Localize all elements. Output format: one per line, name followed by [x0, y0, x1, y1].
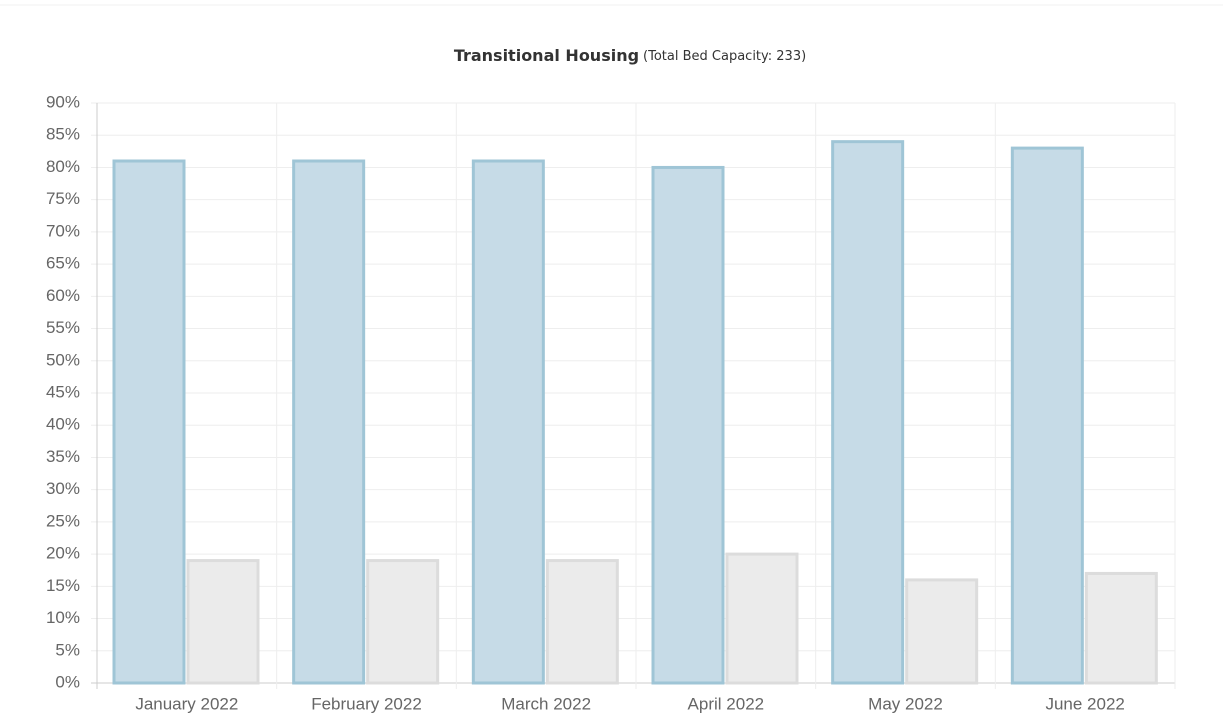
- y-tick-label: 80%: [46, 157, 80, 176]
- x-tick-label: June 2022: [1045, 694, 1124, 713]
- y-tick-label: 40%: [46, 415, 80, 434]
- bar: [186, 559, 260, 685]
- y-tick-label: 75%: [46, 189, 80, 208]
- bar: [545, 559, 619, 685]
- y-tick-label: 50%: [46, 350, 80, 369]
- y-tick-label: 25%: [46, 511, 80, 530]
- y-tick-label: 60%: [46, 286, 80, 305]
- chart-subtitle: (Total Bed Capacity: 233): [643, 49, 806, 64]
- y-tick-label: 15%: [46, 576, 80, 595]
- bar: [112, 159, 186, 685]
- bar: [651, 165, 725, 685]
- bar: [471, 159, 545, 685]
- y-tick-label: 55%: [46, 318, 80, 337]
- y-tick-label: 65%: [46, 254, 80, 273]
- x-tick-label: May 2022: [868, 694, 943, 713]
- y-tick-label: 5%: [55, 640, 80, 659]
- y-tick-label: 85%: [46, 125, 80, 144]
- y-tick-label: 35%: [46, 447, 80, 466]
- x-tick-label: February 2022: [311, 694, 422, 713]
- bar: [725, 552, 799, 685]
- y-tick-label: 20%: [46, 544, 80, 563]
- bar: [366, 559, 440, 685]
- bar: [1010, 146, 1084, 685]
- bar: [292, 159, 366, 685]
- chart-title: Transitional Housing: [454, 46, 639, 65]
- y-tick-label: 0%: [55, 672, 80, 691]
- x-tick-label: March 2022: [501, 694, 591, 713]
- bar: [831, 140, 905, 685]
- y-tick-label: 10%: [46, 608, 80, 627]
- x-tick-label: April 2022: [688, 694, 765, 713]
- y-tick-label: 90%: [46, 92, 80, 111]
- chart-heading: Transitional Housing (Total Bed Capacity:…: [454, 46, 806, 65]
- bar: [1084, 571, 1158, 685]
- y-tick-label: 30%: [46, 479, 80, 498]
- x-tick-label: January 2022: [135, 694, 238, 713]
- y-tick-label: 70%: [46, 221, 80, 240]
- y-tick-label: 45%: [46, 382, 80, 401]
- bar: [905, 578, 979, 685]
